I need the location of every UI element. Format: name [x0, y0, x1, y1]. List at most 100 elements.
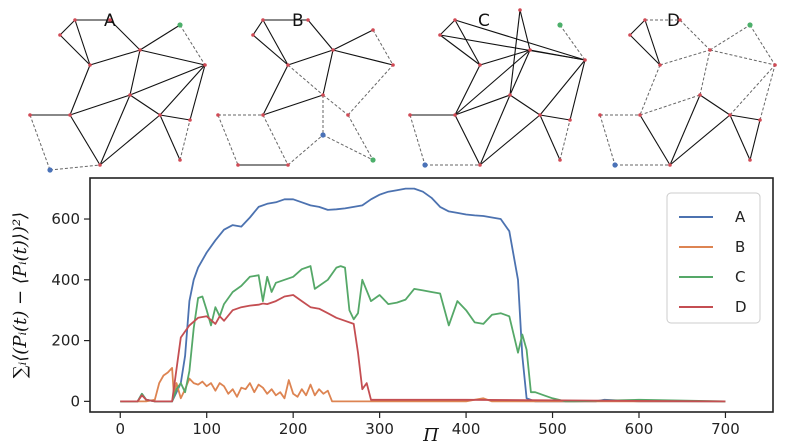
network-node [98, 163, 102, 167]
panel-b: B [292, 11, 304, 31]
network-node [773, 63, 777, 67]
series-line-a [120, 187, 726, 403]
network-edge [669, 94, 701, 166]
network-edge [479, 49, 531, 66]
network-edge [252, 19, 264, 36]
network-node [422, 162, 428, 168]
network-node [138, 48, 142, 52]
network-edge [262, 94, 324, 116]
network-node [47, 167, 53, 173]
panel-label-c: C [478, 11, 490, 31]
x-tick-label: 100 [192, 420, 221, 438]
network-edge-dashed [559, 24, 586, 61]
network-edge [454, 19, 481, 66]
network-node [612, 162, 618, 168]
network-edge-dashed [659, 49, 711, 66]
panel-label-d: D [667, 11, 680, 31]
network-node [583, 58, 587, 62]
network-node [216, 113, 220, 117]
network-edge [519, 9, 531, 51]
network-node [128, 93, 132, 97]
network-node [320, 132, 326, 138]
network-edge-dashed [217, 114, 239, 166]
network-node [438, 33, 442, 37]
network-graph-c [408, 8, 587, 168]
network-edge [439, 34, 586, 61]
network-edge [59, 34, 91, 66]
network-node [558, 158, 562, 162]
network-edge-dashed [679, 19, 711, 51]
network-edge-dashed [699, 49, 711, 96]
network-edge [439, 34, 481, 66]
network-node [518, 8, 522, 12]
network-edge-dashed [599, 114, 616, 166]
legend-label-b: B [735, 238, 745, 256]
network-edge [139, 24, 181, 51]
network-edge-dashed [639, 94, 701, 116]
network-edge [189, 64, 206, 121]
network-edge [454, 19, 586, 61]
network-edge [74, 19, 91, 66]
network-node [728, 113, 732, 117]
network-node [528, 48, 532, 52]
network-node [73, 18, 77, 22]
network-node [628, 33, 632, 37]
network-edge [69, 64, 91, 116]
x-tick-label: 0 [115, 420, 125, 438]
x-tick-label: 200 [279, 420, 308, 438]
y-tick-label: 200 [51, 332, 80, 350]
network-edge-dashed [759, 64, 776, 121]
network-node [286, 163, 290, 167]
network-node [678, 18, 682, 22]
network-edge-dashed [322, 134, 374, 161]
network-edge [307, 19, 334, 51]
y-tick-label: 0 [70, 392, 80, 410]
network-edge [287, 49, 334, 66]
network-graph-b [216, 18, 395, 167]
network-node [286, 63, 290, 67]
network-edge [129, 94, 161, 116]
network-edge [729, 114, 751, 161]
network-edge [454, 114, 481, 166]
network-edge-dashed [709, 24, 751, 51]
y-axis-label: ∑ᵢ⟨(Pᵢ(t) − ⟨Pᵢ(t)⟩)²⟩ [10, 212, 31, 378]
network-edge-dashed [347, 114, 374, 161]
network-node [188, 118, 192, 122]
network-node [158, 113, 162, 117]
series-lines [120, 187, 726, 403]
y-ticks: 0 200 400 600 [51, 210, 90, 410]
network-node [478, 163, 482, 167]
network-node [453, 18, 457, 22]
network-node [453, 113, 457, 117]
network-edge [454, 94, 511, 116]
network-node [698, 93, 702, 97]
network-edge [539, 114, 571, 121]
network-node [643, 18, 647, 22]
legend-box [666, 192, 761, 324]
network-graph-d [598, 18, 777, 168]
network-node [658, 63, 662, 67]
network-edge [539, 59, 586, 116]
network-node [236, 163, 240, 167]
network-edge-dashed [287, 64, 324, 96]
x-ticks: 0 100 200 300 400 500 600 700 [115, 412, 740, 438]
series-line-d [120, 294, 726, 403]
network-edge [262, 64, 289, 116]
network-edge [139, 49, 206, 66]
series-line-b [120, 366, 726, 403]
network-node [391, 63, 395, 67]
network-edge [479, 94, 511, 166]
network-edge [99, 94, 131, 166]
x-axis-label: Π [422, 425, 439, 444]
network-edge [454, 64, 481, 116]
network-edge [262, 19, 289, 66]
network-node [508, 93, 512, 97]
network-panels: A B C D [28, 8, 777, 173]
network-edge [749, 119, 761, 161]
network-node [747, 22, 753, 28]
network-edge [59, 19, 76, 36]
network-edge-dashed [639, 64, 661, 116]
network-edge-dashed [49, 164, 101, 171]
